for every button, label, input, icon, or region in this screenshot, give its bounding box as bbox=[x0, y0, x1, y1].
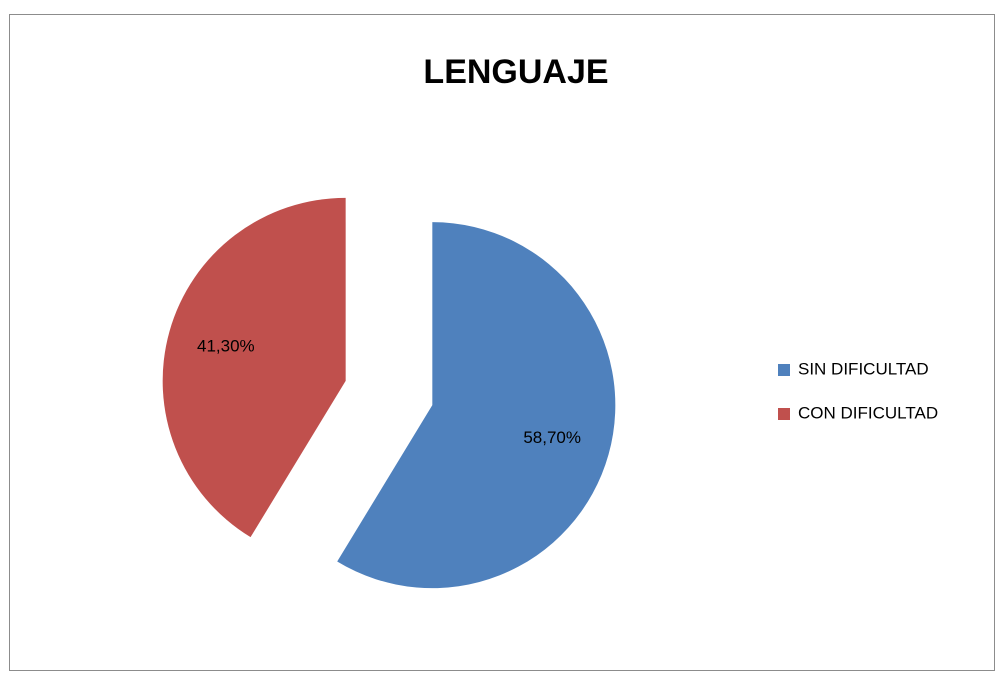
data-label: 58,70% bbox=[523, 428, 581, 447]
data-label: 41,30% bbox=[197, 337, 255, 356]
legend-label: CON DIFICULTAD bbox=[798, 403, 938, 422]
legend-swatch bbox=[778, 408, 790, 420]
pie-slice bbox=[162, 197, 346, 538]
legend-swatch bbox=[778, 364, 790, 376]
legend-label: SIN DIFICULTAD bbox=[798, 359, 929, 378]
pie-slice bbox=[337, 222, 616, 589]
chart-title: LENGUAJE bbox=[423, 53, 608, 91]
